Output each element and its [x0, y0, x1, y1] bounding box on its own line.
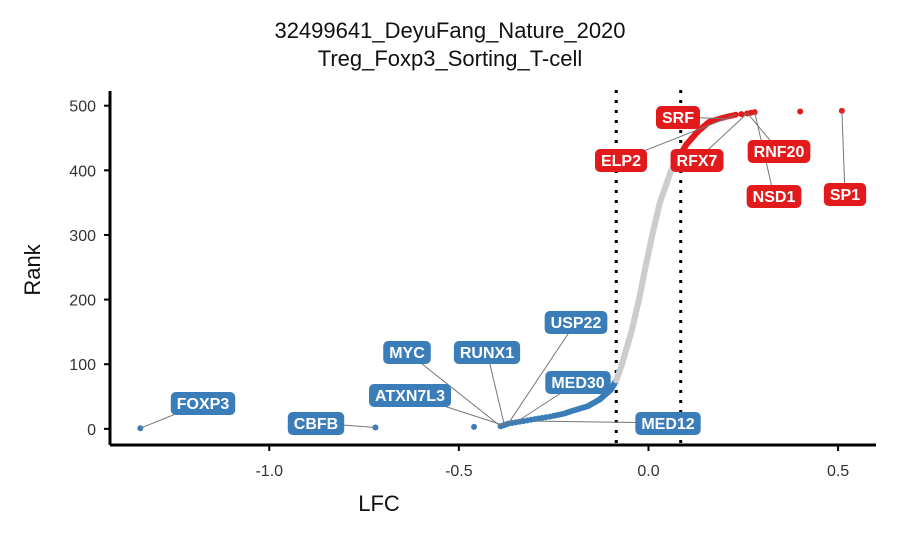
label-connector — [841, 110, 846, 195]
point-label-box — [383, 341, 431, 364]
label-foxp3: FOXP3 — [170, 392, 236, 415]
label-runx1: RUNX1 — [453, 341, 521, 364]
label-rnf20: RNF20 — [747, 140, 811, 163]
label-sp1: SP1 — [823, 183, 867, 206]
point-label-text: SRF — [662, 110, 694, 127]
point-label-box — [823, 183, 867, 206]
point-label-box — [656, 106, 700, 129]
point-label-text: ELP2 — [601, 153, 641, 170]
point-label-text: CBFB — [294, 416, 338, 433]
point-label-text: FOXP3 — [177, 396, 230, 413]
point-label-text: SP1 — [830, 187, 860, 204]
point-label-text: MYC — [389, 345, 425, 362]
point-label-box — [635, 412, 701, 435]
label-nsd1: NSD1 — [746, 185, 802, 208]
point-label-box — [670, 149, 724, 172]
label-rfx7: RFX7 — [670, 149, 724, 172]
point-label-box — [369, 384, 451, 407]
label-myc: MYC — [383, 341, 431, 364]
point-label-box — [746, 185, 802, 208]
y-tick-label: 300 — [69, 228, 96, 245]
label-med12: MED12 — [635, 412, 701, 435]
point-label-box — [544, 311, 608, 334]
point-label-text: ATXN7L3 — [375, 388, 445, 405]
point-label-text: RNF20 — [754, 144, 805, 161]
positive-point — [797, 108, 804, 115]
point-label-text: MED30 — [551, 375, 604, 392]
y-tick-label: 400 — [69, 163, 96, 180]
point-label-box — [453, 341, 521, 364]
chart-title: 32499641_DeyuFang_Nature_2020 — [274, 18, 626, 43]
label-srf: SRF — [656, 106, 700, 129]
point-label-box — [594, 149, 648, 172]
point-label-text: NSD1 — [753, 189, 796, 206]
point-label-box — [545, 371, 611, 394]
x-tick-label: -0.5 — [445, 463, 473, 480]
x-tick-label: 0.0 — [637, 463, 659, 480]
chart-subtitle: Treg_Foxp3_Sorting_T-cell — [317, 46, 583, 71]
point-label-text: RFX7 — [677, 153, 718, 170]
point-label-text: RUNX1 — [460, 345, 514, 362]
label-connector — [486, 351, 505, 426]
y-axis-label: Rank — [20, 243, 45, 295]
label-connector — [406, 351, 501, 427]
x-tick-label: -1.0 — [255, 463, 283, 480]
point-label-text: USP22 — [551, 315, 602, 332]
label-cbfb: CBFB — [287, 412, 345, 435]
x-axis-label: LFC — [358, 491, 400, 516]
point-label-text: MED12 — [641, 416, 694, 433]
point-label-box — [287, 412, 345, 435]
label-elp2: ELP2 — [594, 149, 648, 172]
y-tick-label: 200 — [69, 293, 96, 310]
label-connector — [507, 321, 577, 424]
positive-point — [738, 111, 745, 118]
label-atxn7l3: ATXN7L3 — [369, 384, 451, 407]
point-label-box — [747, 140, 811, 163]
label-med30: MED30 — [545, 371, 611, 394]
y-tick-label: 0 — [87, 422, 96, 439]
x-tick-label: 0.5 — [827, 463, 849, 480]
label-usp22: USP22 — [544, 311, 608, 334]
negative-point — [471, 423, 478, 430]
y-tick-label: 500 — [69, 99, 96, 116]
y-tick-label: 100 — [69, 357, 96, 374]
point-label-box — [170, 392, 236, 415]
